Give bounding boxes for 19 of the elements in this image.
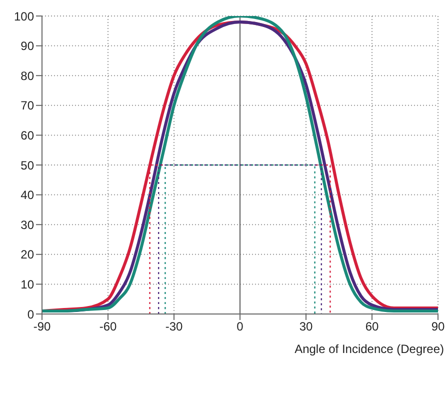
y-tick-label: 50 <box>20 158 34 172</box>
x-tick-label: -60 <box>99 320 117 334</box>
x-tick-label: 60 <box>365 320 379 334</box>
x-tick-label: -90 <box>33 320 51 334</box>
y-tick-label: 40 <box>20 188 34 202</box>
x-tick-label: -30 <box>165 320 183 334</box>
y-tick-label: 70 <box>20 98 34 113</box>
y-tick-label: 100 <box>14 9 34 24</box>
x-tick-label: 30 <box>299 320 313 334</box>
y-tick-label: 90 <box>20 39 34 54</box>
y-tick-label: 20 <box>20 248 34 262</box>
y-tick-label: 30 <box>20 218 34 232</box>
y-tick-label: 80 <box>20 68 34 83</box>
y-tick-label: 10 <box>20 277 34 292</box>
x-tick-label: 90 <box>431 320 445 334</box>
y-tick-label: 60 <box>20 128 34 142</box>
y-tick-label: 0 <box>27 307 34 322</box>
x-axis-title: Angle of Incidence (Degree) <box>294 342 444 356</box>
x-tick-label: 0 <box>236 320 244 334</box>
